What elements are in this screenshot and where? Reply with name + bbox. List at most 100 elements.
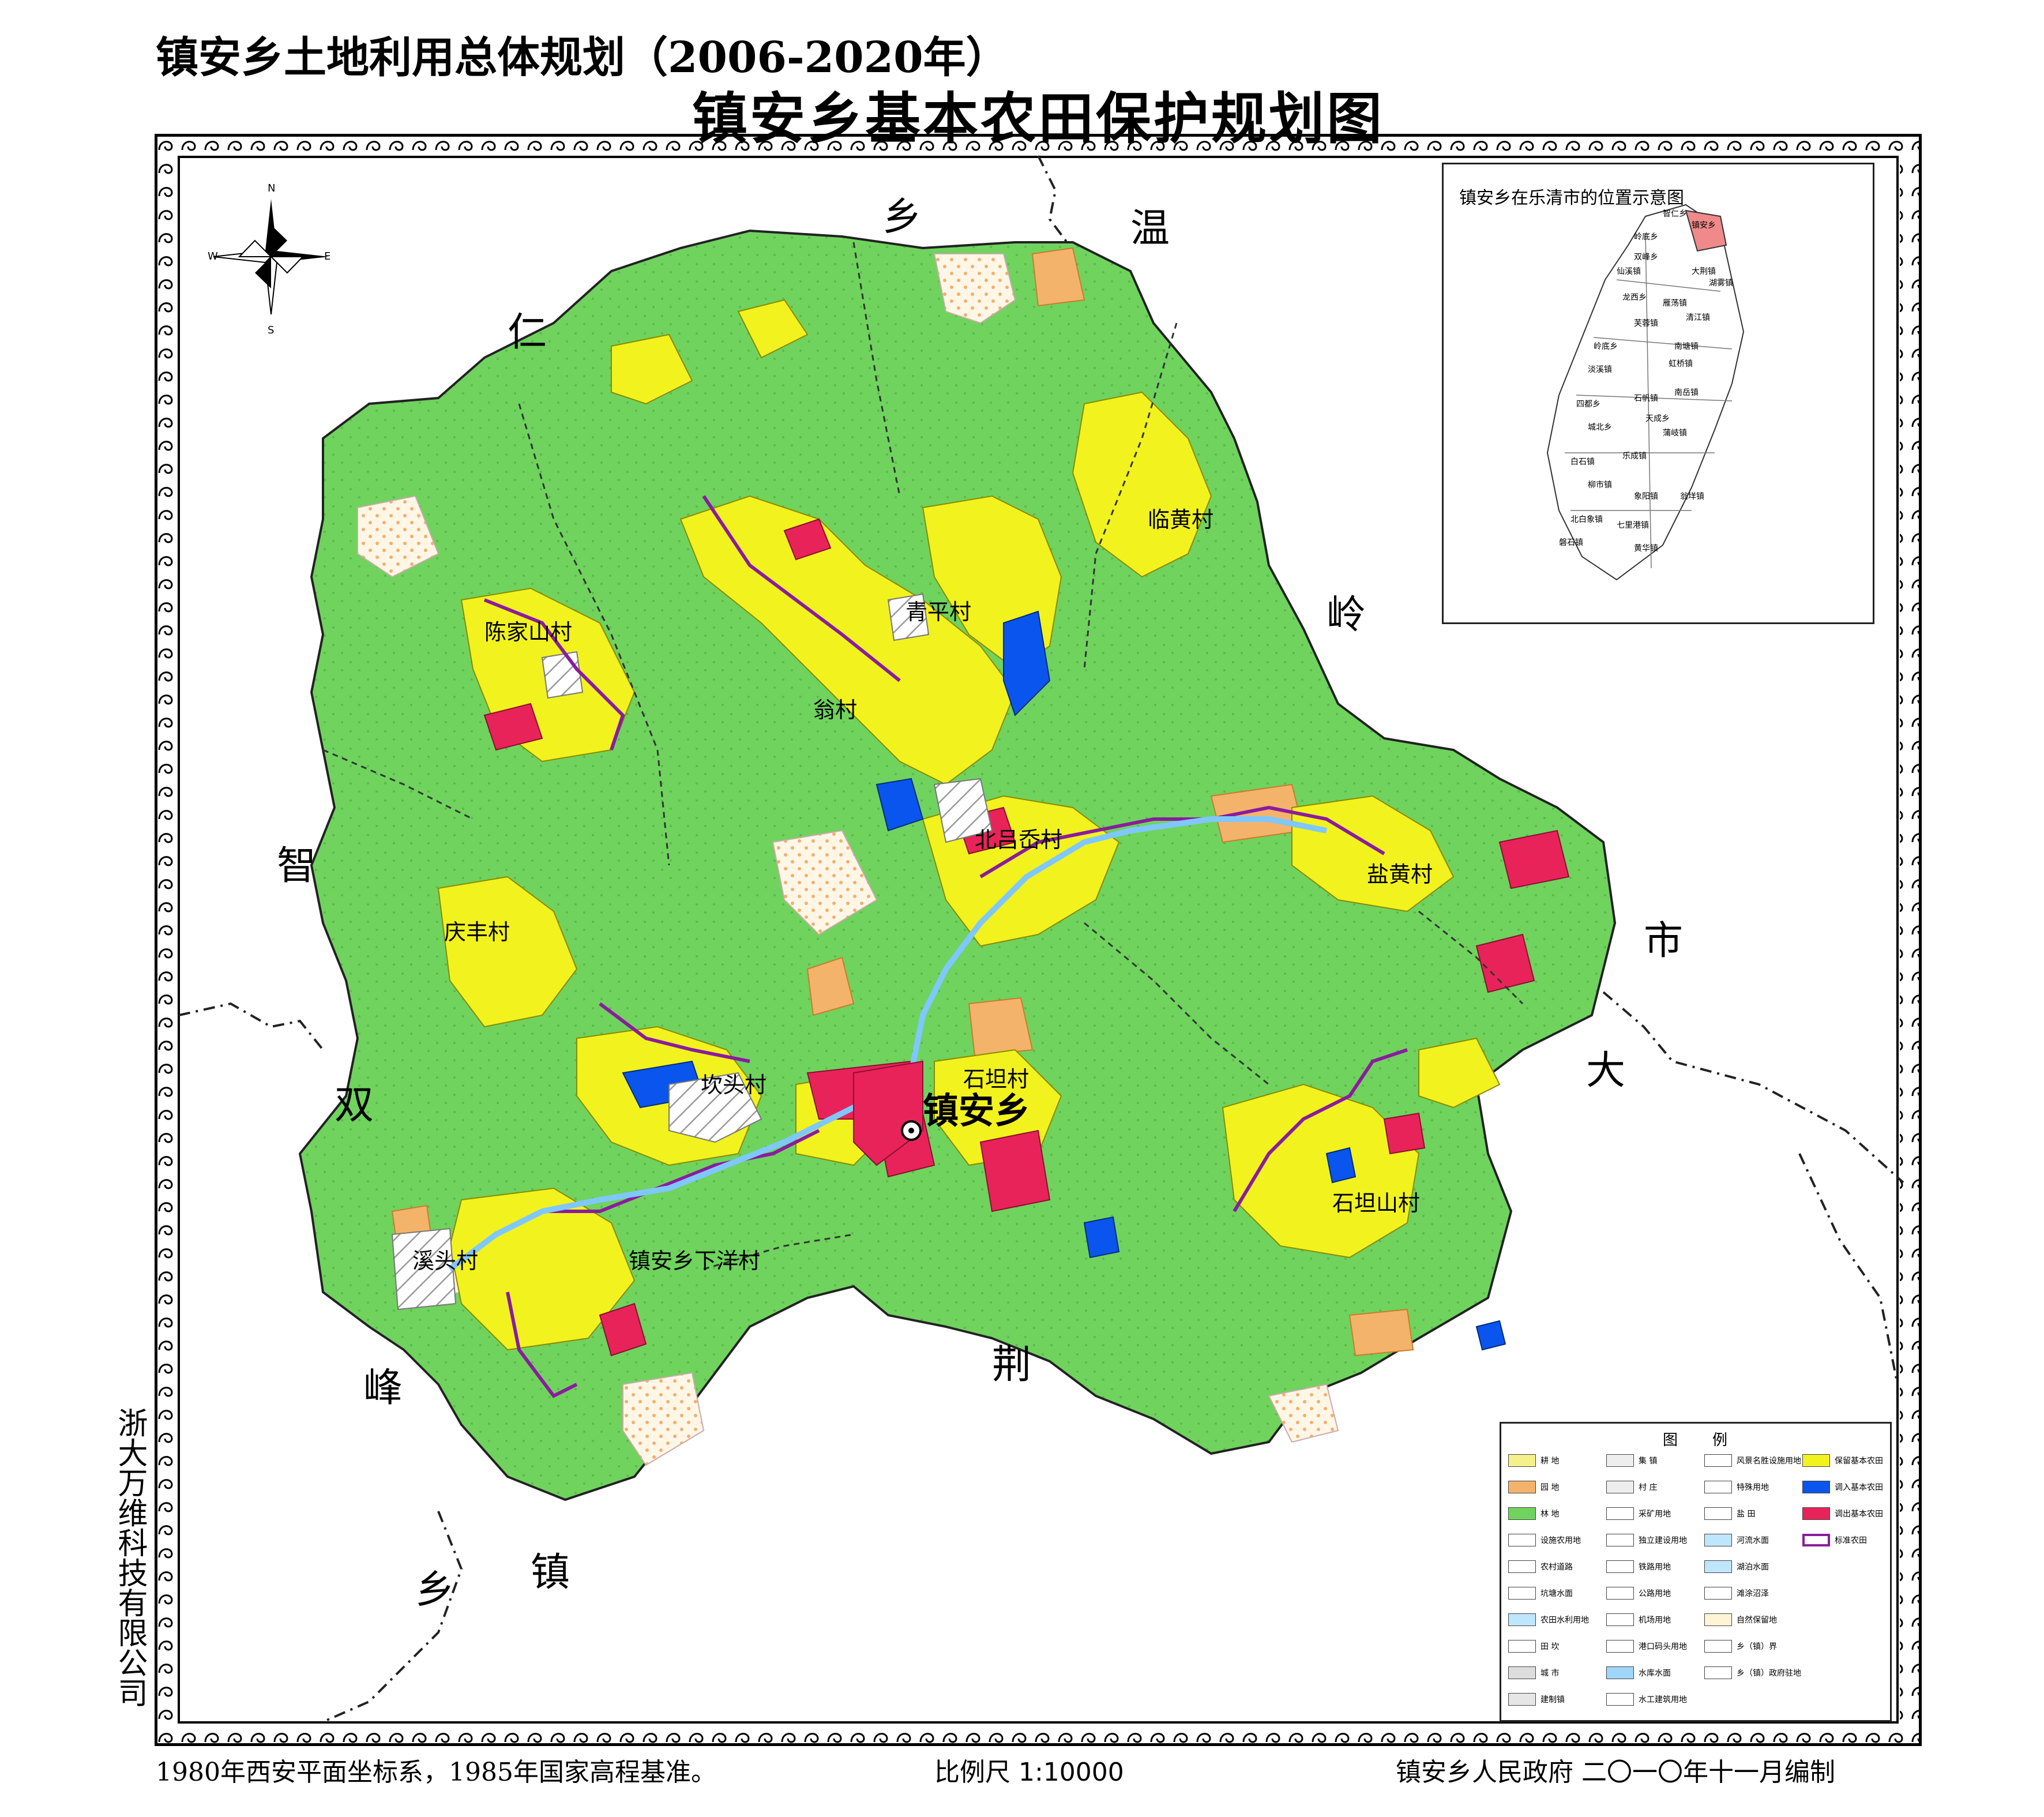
legend-item: 河流水面: [1704, 1532, 1769, 1548]
legend-item: 保留基本农田: [1802, 1452, 1883, 1469]
legend-swatch: [1606, 1587, 1634, 1600]
inset-town-label: 天成乡: [1645, 414, 1670, 423]
map-outer-frame: [155, 134, 1922, 1746]
legend-item: 自然保留地: [1704, 1612, 1777, 1628]
legend-label: 特殊用地: [1737, 1483, 1769, 1492]
legend-item: 铁路用地: [1606, 1559, 1671, 1575]
inset-town-label: 仙溪镇: [1617, 267, 1641, 276]
legend-label: 设施农用地: [1540, 1536, 1581, 1545]
legend-label: 乡（镇）界: [1737, 1642, 1777, 1651]
village-label: 镇安乡下洋村: [629, 1248, 761, 1274]
inset-town-label: 淡溪镇: [1588, 365, 1612, 374]
legend-label: 盐 田: [1737, 1510, 1756, 1519]
legend-swatch: [1704, 1640, 1732, 1653]
legend-label: 村 庄: [1639, 1483, 1658, 1492]
village-boundaries: [322, 242, 1524, 1270]
village-label: 青平村: [905, 599, 972, 625]
legend-title: 图例: [1663, 1432, 1763, 1449]
village-label: 临黄村: [1148, 507, 1214, 532]
north-arrow-icon: N S E W: [208, 182, 330, 335]
legend-item: 港口码头用地: [1606, 1638, 1687, 1654]
compass-w: W: [208, 250, 218, 262]
legend-swatch: [1704, 1666, 1732, 1679]
legend-item: 风景名胜设施用地: [1704, 1452, 1801, 1469]
legend-label: 机场用地: [1639, 1616, 1671, 1625]
legend-swatch: [1606, 1454, 1634, 1467]
inset-town-label: 南岳镇: [1674, 388, 1699, 397]
legend-item: 湖泊水面: [1704, 1559, 1769, 1575]
company-name: 浙大万维科技有限公司: [112, 1407, 147, 1707]
legend-label: 城 市: [1540, 1669, 1560, 1678]
legend-item: 机场用地: [1606, 1612, 1671, 1628]
neighbor-label: 大: [1586, 1048, 1626, 1094]
neighbor-label: 乡: [415, 1567, 455, 1613]
inset-town-label: 芙蓉镇: [1634, 318, 1658, 328]
inset-town-label: 磐石镇: [1559, 538, 1583, 547]
township-government-icon: [901, 1120, 922, 1141]
village-label: 盐黄村: [1367, 862, 1433, 887]
legend-swatch: [1606, 1613, 1634, 1626]
legend-item: 耕 地: [1508, 1452, 1559, 1469]
inset-town-label: 翁垟镇: [1680, 492, 1704, 501]
neighbor-label: 温: [1130, 206, 1170, 251]
legend-item: 盐 田: [1704, 1506, 1755, 1522]
legend-item: 水库水面: [1606, 1665, 1671, 1681]
inset-town-label: 蒲岐镇: [1663, 429, 1687, 438]
inset-town-label: 象阳镇: [1634, 492, 1658, 501]
legend-label: 湖泊水面: [1737, 1563, 1769, 1572]
legend-item: 采矿用地: [1606, 1506, 1671, 1522]
legend-swatch: [1704, 1587, 1732, 1600]
legend-label: 坑塘水面: [1540, 1589, 1573, 1598]
legend-swatch: [1704, 1560, 1732, 1573]
compass-s: S: [268, 324, 274, 335]
legend-item: 设施农用地: [1508, 1532, 1581, 1548]
village-label: 石坦村: [963, 1067, 1029, 1092]
legend-swatch: [1606, 1560, 1634, 1573]
inset-town-label: 双峰乡: [1634, 253, 1658, 262]
legend-swatch: [1606, 1666, 1634, 1679]
neighbor-label: 镇: [531, 1550, 570, 1595]
legend-label: 农田水利用地: [1540, 1616, 1589, 1625]
inset-town-label: 湖雾镇: [1709, 279, 1733, 288]
legend-item: 农田水利用地: [1508, 1612, 1589, 1628]
legend-item: 水工建筑用地: [1606, 1691, 1687, 1707]
legend-swatch: [1606, 1693, 1634, 1706]
legend-item: 集 镇: [1606, 1452, 1657, 1469]
legend-swatch: [1508, 1640, 1536, 1653]
legend-swatch: [1802, 1481, 1830, 1493]
legend-swatch: [1606, 1534, 1634, 1546]
legend-item: 乡（镇）界: [1704, 1638, 1777, 1654]
inset-town-label: 岭底乡: [1594, 342, 1618, 351]
inset-town-label: 岭底乡: [1634, 232, 1658, 242]
legend-label: 林 地: [1540, 1510, 1560, 1519]
legend-item: 坑塘水面: [1508, 1585, 1573, 1601]
legend-label: 集 镇: [1639, 1456, 1658, 1466]
legend-label: 港口码头用地: [1639, 1642, 1687, 1651]
legend-swatch: [1508, 1560, 1536, 1573]
neighbor-label: 峰: [363, 1365, 403, 1411]
neighbor-label: 岭: [1327, 592, 1366, 638]
legend-swatch: [1802, 1454, 1830, 1467]
inset-town-label: 北白象镇: [1570, 515, 1603, 524]
neighbor-label: 智: [277, 843, 317, 889]
village-label: 北吕岙村: [975, 827, 1063, 853]
legend-swatch: [1704, 1481, 1732, 1493]
inset-town-label: 七里港镇: [1617, 521, 1649, 530]
legend-swatch: [1802, 1534, 1830, 1546]
legend-label: 采矿用地: [1639, 1510, 1671, 1519]
inset-town-label: 四都乡: [1576, 400, 1600, 409]
legend-item: 独立建设用地: [1606, 1532, 1687, 1548]
inset-town-label: 雁荡镇: [1663, 299, 1687, 308]
legend-label: 河流水面: [1737, 1536, 1769, 1545]
legend-label: 耕 地: [1540, 1456, 1560, 1466]
legend-swatch: [1606, 1507, 1634, 1520]
standard-farmland-outlines: [483, 495, 1408, 1398]
inset-town-label: 柳市镇: [1588, 480, 1612, 490]
legend-swatch: [1704, 1534, 1732, 1546]
legend-swatch: [1508, 1507, 1536, 1520]
legend-swatch: [1508, 1587, 1536, 1600]
neighbor-label: 乡: [882, 194, 922, 240]
coordinate-system-note: 1980年西安平面坐标系，1985年国家高程基准。: [156, 1758, 716, 1787]
